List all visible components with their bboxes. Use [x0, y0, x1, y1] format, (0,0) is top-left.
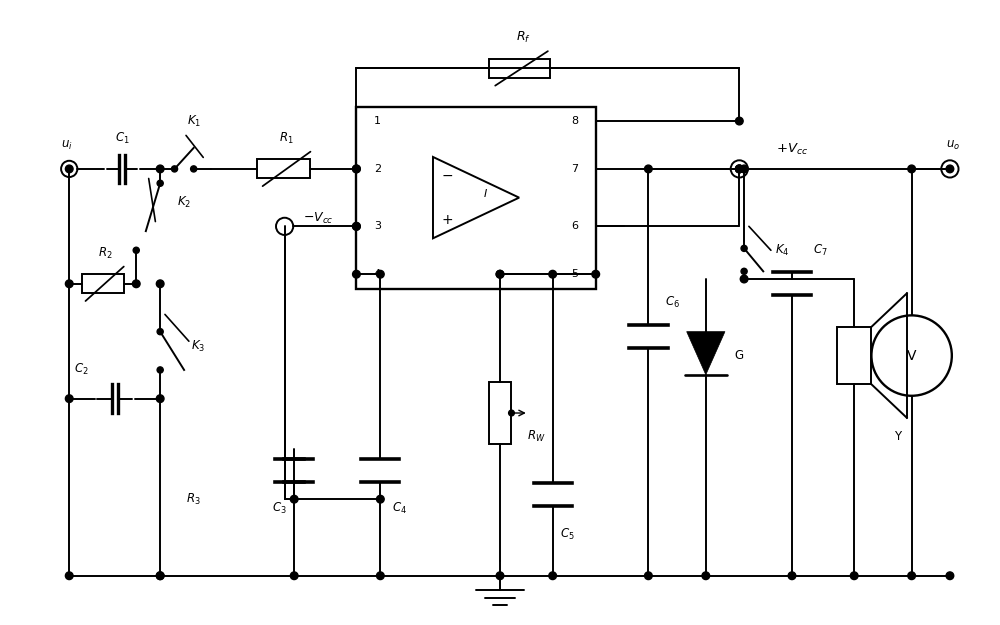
- Text: $+V_{cc}$: $+V_{cc}$: [776, 142, 808, 158]
- Text: $u_i$: $u_i$: [61, 138, 72, 151]
- Circle shape: [156, 572, 164, 579]
- Text: $C_4$: $C_4$: [392, 501, 407, 516]
- Text: $R_3$: $R_3$: [186, 492, 201, 507]
- Circle shape: [156, 395, 164, 402]
- Text: 6: 6: [571, 221, 578, 231]
- Circle shape: [156, 280, 164, 288]
- Bar: [489, 59, 550, 78]
- Circle shape: [592, 271, 600, 278]
- Text: 4: 4: [374, 269, 381, 279]
- Circle shape: [65, 280, 73, 288]
- Circle shape: [132, 280, 140, 288]
- Text: $-$: $-$: [441, 168, 453, 182]
- Text: G: G: [735, 349, 744, 362]
- Circle shape: [735, 165, 743, 172]
- Text: $R_2$: $R_2$: [98, 246, 113, 261]
- Text: $R_1$: $R_1$: [279, 131, 294, 146]
- Circle shape: [65, 165, 73, 172]
- Bar: [257, 159, 310, 179]
- Text: $C_2$: $C_2$: [74, 362, 89, 378]
- Circle shape: [788, 572, 796, 579]
- Circle shape: [645, 572, 652, 579]
- Circle shape: [276, 217, 293, 235]
- Text: 2: 2: [374, 164, 381, 174]
- Circle shape: [156, 572, 164, 579]
- Text: $-V_{cc}$: $-V_{cc}$: [303, 211, 333, 226]
- Circle shape: [156, 165, 164, 172]
- Circle shape: [735, 165, 743, 172]
- Circle shape: [353, 271, 360, 278]
- Bar: [82, 274, 124, 293]
- Circle shape: [908, 165, 915, 172]
- Circle shape: [645, 165, 652, 172]
- Circle shape: [157, 329, 163, 335]
- Circle shape: [290, 496, 298, 503]
- Text: 1: 1: [374, 116, 381, 126]
- Circle shape: [946, 572, 954, 579]
- Polygon shape: [687, 332, 725, 375]
- Circle shape: [377, 496, 384, 503]
- Circle shape: [850, 572, 858, 579]
- Text: 5: 5: [571, 269, 578, 279]
- Bar: [837, 327, 871, 384]
- Text: 8: 8: [571, 116, 578, 126]
- Circle shape: [61, 161, 77, 177]
- Text: 7: 7: [571, 164, 578, 174]
- Text: $C_6$: $C_6$: [665, 296, 680, 311]
- Circle shape: [871, 316, 952, 396]
- Circle shape: [946, 165, 954, 172]
- Circle shape: [496, 271, 504, 278]
- Text: $C_7$: $C_7$: [813, 242, 828, 258]
- Text: $K_4$: $K_4$: [775, 242, 790, 258]
- Circle shape: [735, 118, 743, 125]
- Circle shape: [549, 271, 556, 278]
- Circle shape: [133, 248, 139, 253]
- Circle shape: [353, 165, 360, 172]
- Circle shape: [741, 245, 747, 251]
- Circle shape: [377, 572, 384, 579]
- Circle shape: [290, 572, 298, 579]
- Text: $C_5$: $C_5$: [560, 527, 574, 542]
- Text: $C_3$: $C_3$: [272, 501, 287, 516]
- Circle shape: [941, 160, 959, 177]
- Text: V: V: [907, 349, 916, 362]
- Circle shape: [171, 166, 178, 172]
- Circle shape: [702, 572, 710, 579]
- Circle shape: [157, 180, 163, 186]
- Text: $I$: $I$: [483, 187, 488, 199]
- Circle shape: [191, 166, 197, 172]
- Text: Y: Y: [894, 431, 901, 444]
- Text: $K_2$: $K_2$: [177, 195, 191, 210]
- Circle shape: [496, 572, 504, 579]
- Circle shape: [353, 222, 360, 230]
- Text: 3: 3: [374, 221, 381, 231]
- Bar: [489, 382, 511, 444]
- Circle shape: [65, 395, 73, 402]
- Circle shape: [740, 275, 748, 283]
- Circle shape: [740, 165, 748, 172]
- Circle shape: [157, 367, 163, 373]
- Circle shape: [377, 271, 384, 278]
- Text: $u_o$: $u_o$: [946, 138, 960, 151]
- Circle shape: [549, 572, 556, 579]
- Circle shape: [741, 268, 747, 274]
- Circle shape: [509, 410, 514, 416]
- Circle shape: [65, 572, 73, 579]
- Text: $+$: $+$: [441, 213, 453, 228]
- Circle shape: [908, 572, 915, 579]
- Text: $C_1$: $C_1$: [115, 131, 129, 146]
- Text: $K_1$: $K_1$: [187, 114, 201, 129]
- Text: $R_W$: $R_W$: [527, 429, 546, 444]
- Bar: [356, 107, 596, 289]
- Circle shape: [496, 271, 504, 278]
- Circle shape: [353, 165, 360, 172]
- Circle shape: [735, 165, 743, 172]
- Text: $R_f$: $R_f$: [516, 30, 531, 46]
- Text: $K_3$: $K_3$: [191, 339, 206, 354]
- Circle shape: [731, 160, 748, 177]
- Circle shape: [353, 222, 360, 230]
